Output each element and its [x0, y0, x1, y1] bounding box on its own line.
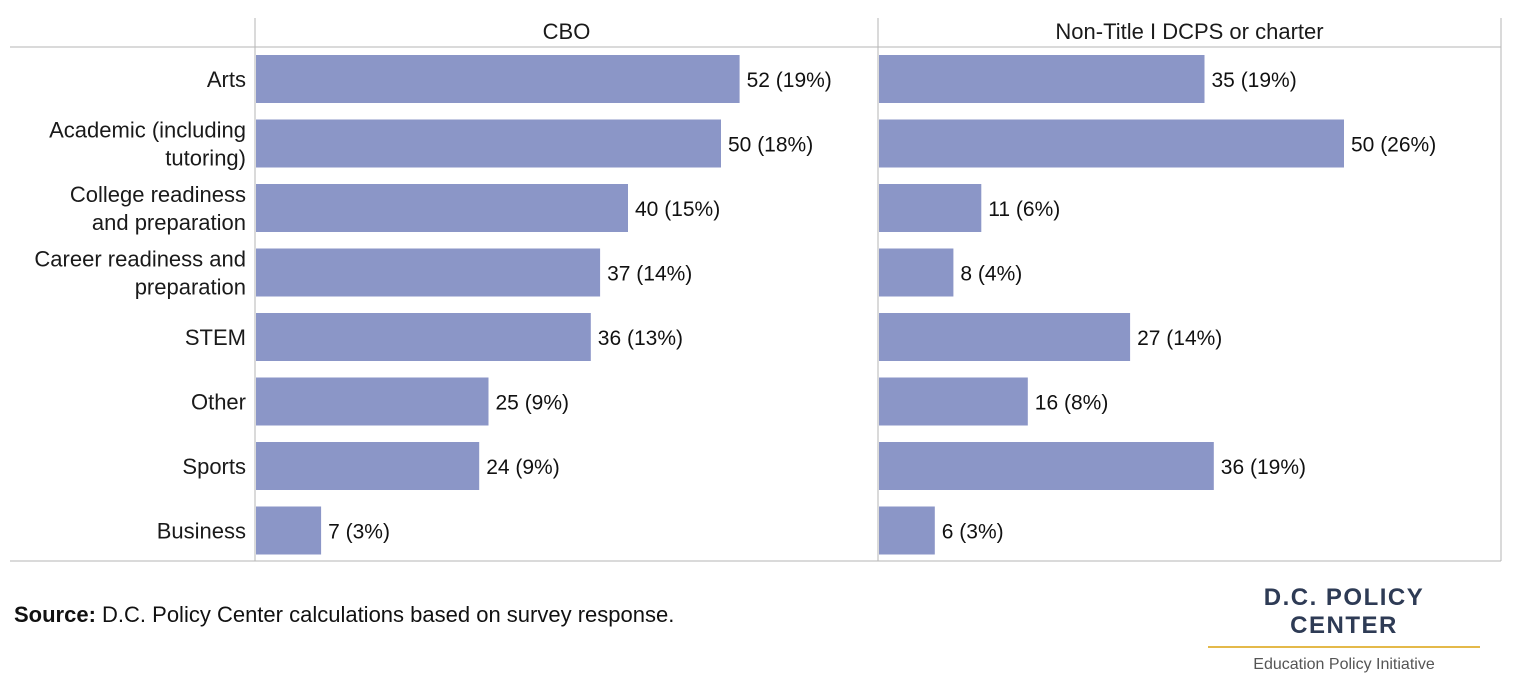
bar-value-label: 35 (19%)	[1212, 69, 1297, 92]
bar	[256, 506, 322, 555]
logo: D.C. POLICY CENTER Education Policy Init…	[1208, 584, 1480, 674]
category-labels: Arts Academic (including tutoring) College …	[34, 67, 246, 544]
source-label: Source:	[14, 602, 96, 627]
bar-value-label: 37 (14%)	[607, 263, 692, 286]
bar	[256, 119, 721, 168]
source-note: Source: D.C. Policy Center calculations …	[14, 602, 674, 628]
bar	[256, 184, 628, 232]
category-label: preparation	[135, 275, 246, 300]
bars	[256, 55, 1344, 555]
bar	[256, 313, 591, 361]
bar-value-label: 6 (3%)	[942, 521, 1004, 544]
category-label: tutoring)	[165, 146, 246, 171]
category-label: and preparation	[92, 210, 246, 235]
bar-value-label: 7 (3%)	[328, 521, 390, 544]
panel-headers: CBO Non-Title I DCPS or charter	[543, 19, 1324, 44]
category-label: Career readiness and	[34, 247, 246, 272]
panel-header: CBO	[543, 19, 591, 44]
bar-value-label: 52 (19%)	[747, 69, 832, 92]
bar-value-label: 40 (15%)	[635, 198, 720, 221]
bar-value-label: 36 (19%)	[1221, 456, 1306, 479]
category-label: STEM	[185, 325, 246, 350]
bar-value-label: 25 (9%)	[496, 392, 570, 415]
source-text: D.C. Policy Center calculations based on…	[95, 602, 675, 627]
category-label: Business	[157, 519, 246, 544]
bar-value-label: 27 (14%)	[1137, 327, 1222, 350]
bar	[879, 377, 1028, 426]
category-label: Sports	[182, 454, 246, 479]
bar-value-label: 36 (13%)	[598, 327, 683, 350]
bar-value-label: 50 (18%)	[728, 134, 813, 157]
bar	[879, 119, 1344, 168]
bar	[879, 55, 1205, 103]
bar-value-label: 8 (4%)	[960, 263, 1022, 286]
logo-accent-rule	[1208, 646, 1480, 648]
value-labels: 52 (19%) 50 (18%) 40 (15%) 37 (14%) 36 (13%)…	[328, 69, 1436, 544]
logo-name: D.C. POLICY CENTER	[1263, 584, 1425, 639]
category-label: College readiness	[70, 182, 246, 207]
panel-header: Non-Title I DCPS or charter	[1055, 19, 1323, 44]
bar-value-label: 11 (6%)	[988, 198, 1060, 221]
bar	[879, 506, 935, 555]
category-label: Other	[191, 390, 246, 415]
bar	[879, 184, 982, 232]
bar	[256, 248, 601, 297]
bar	[879, 442, 1214, 490]
chart: CBO Non-Title I DCPS or charter Arts Acade…	[10, 18, 1502, 562]
category-label: Academic (including	[49, 118, 246, 143]
bar	[879, 248, 954, 297]
bar	[256, 377, 489, 426]
bar-value-label: 50 (26%)	[1351, 134, 1436, 157]
logo-subtitle: Education Policy Initiative	[1253, 656, 1435, 673]
bar	[879, 313, 1131, 361]
bar	[256, 55, 740, 103]
category-label: Arts	[207, 67, 246, 92]
chart-frame	[10, 18, 1502, 562]
bar	[256, 442, 480, 490]
bar-value-label: 24 (9%)	[486, 456, 560, 479]
bar-value-label: 16 (8%)	[1035, 392, 1109, 415]
